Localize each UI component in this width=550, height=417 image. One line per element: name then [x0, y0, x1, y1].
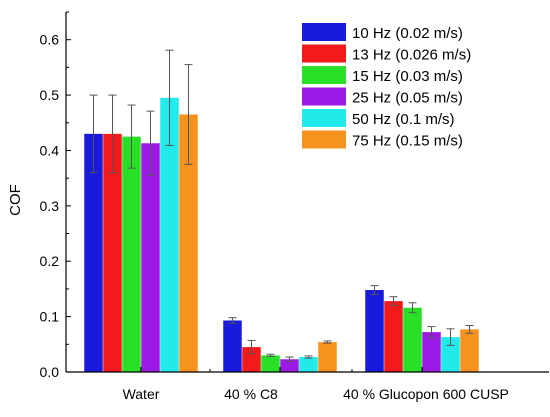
axes-layer: 0.0 0.1 0.2 0.3 0.4 0.5 0.6 Water 40 % C8 40 % Gl… — [7, 11, 549, 402]
bar-2-3 — [422, 332, 441, 372]
bar-0-1 — [103, 133, 122, 372]
legend-swatch-5 — [302, 130, 346, 149]
legend: 10 Hz (0.02 m/s) 13 Hz (0.026 m/s) 15 Hz (… — [302, 23, 471, 150]
x-category-label-1: 40 % C8 — [224, 386, 278, 402]
bar-0-0 — [84, 133, 103, 372]
bar-1-0 — [223, 320, 242, 372]
x-category-label-0: Water — [123, 386, 160, 402]
y-tick-label-6: 0.6 — [40, 32, 60, 48]
error-bars-layer — [89, 49, 474, 362]
legend-swatch-0 — [302, 23, 346, 41]
y-tick-label-3: 0.3 — [40, 198, 60, 214]
y-tick-label-1: 0.1 — [40, 309, 60, 325]
legend-label-5: 75 Hz (0.15 m/s) — [352, 133, 463, 150]
x-category-label-2: 40 % Glucopon 600 CUSP — [343, 386, 509, 402]
y-axis-title: COF — [7, 184, 24, 216]
y-tick-label-0: 0.0 — [40, 364, 60, 380]
legend-swatch-2 — [302, 66, 346, 84]
legend-label-4: 50 Hz (0.1 m/s) — [352, 111, 455, 128]
bar-2-0 — [365, 290, 384, 372]
legend-label-2: 15 Hz (0.03 m/s) — [352, 68, 463, 85]
bar-2-1 — [384, 301, 403, 372]
bar-1-4 — [299, 357, 318, 372]
legend-label-0: 10 Hz (0.02 m/s) — [352, 25, 463, 42]
bar-1-2 — [261, 355, 280, 372]
bar-2-4 — [441, 337, 460, 372]
bar-0-3 — [141, 143, 160, 372]
bar-0-2 — [122, 136, 141, 372]
legend-label-1: 13 Hz (0.026 m/s) — [352, 47, 471, 64]
bar-1-3 — [280, 359, 299, 372]
y-tick-label-2: 0.2 — [40, 253, 60, 269]
legend-swatch-1 — [302, 44, 346, 63]
legend-swatch-4 — [302, 109, 346, 127]
bars-layer — [84, 97, 479, 373]
bar-1-1 — [242, 347, 261, 372]
y-tick-label-5: 0.5 — [40, 87, 60, 103]
bar-0-4 — [160, 97, 179, 372]
bar-2-5 — [460, 329, 479, 372]
y-tick-label-4: 0.4 — [40, 142, 60, 158]
legend-label-3: 25 Hz (0.05 m/s) — [352, 90, 463, 107]
bar-1-5 — [318, 342, 337, 372]
legend-swatch-3 — [302, 87, 346, 106]
bar-2-2 — [403, 307, 422, 372]
bar-0-5 — [179, 114, 198, 373]
